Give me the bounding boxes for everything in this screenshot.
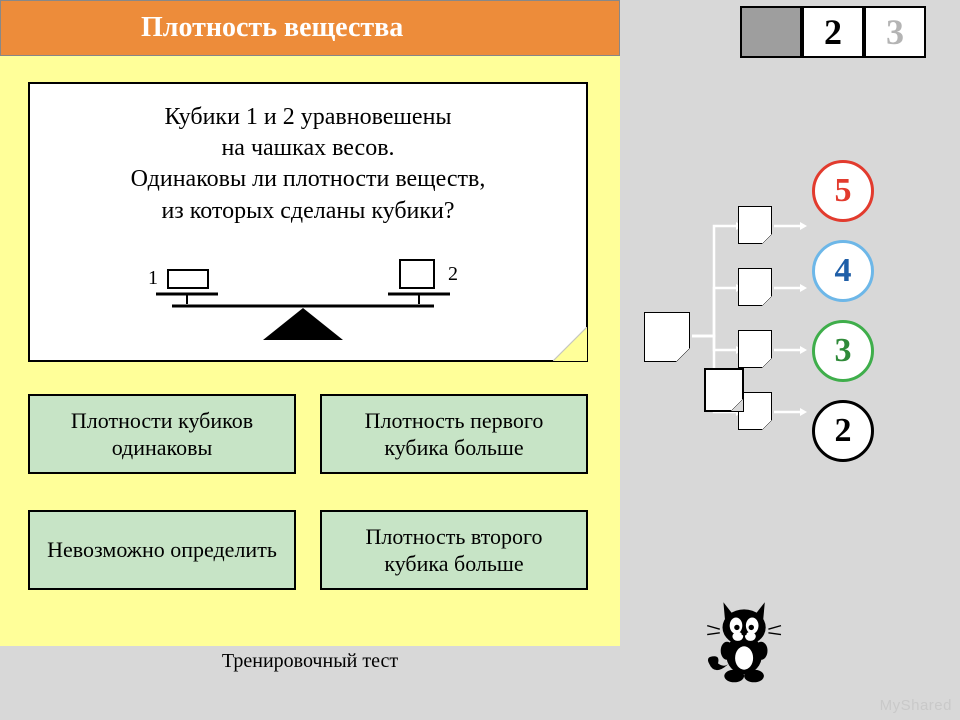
answers-grid: Плотности кубиков одинаковы Плотность пе… (28, 394, 588, 590)
flow-doc-source (644, 312, 690, 362)
score-5[interactable]: 5 (812, 160, 874, 222)
svg-text:1: 1 (148, 267, 158, 289)
header-title: Плотность вещества (141, 12, 403, 44)
answer-c-button[interactable]: Невозможно определить (28, 510, 296, 590)
flow-doc-2 (738, 268, 772, 306)
main-panel: Кубики 1 и 2 уравновешены на чашках весо… (0, 56, 620, 646)
answer-d-button[interactable]: Плотность второго кубика больше (320, 510, 588, 590)
question-card: Кубики 1 и 2 уравновешены на чашках весо… (28, 82, 588, 362)
question-text: Кубики 1 и 2 уравновешены на чашках весо… (30, 84, 586, 227)
page-indicator: 2 3 (740, 6, 926, 58)
flow-doc-selected (704, 368, 744, 412)
score-4[interactable]: 4 (812, 240, 874, 302)
svg-text:2: 2 (448, 263, 458, 285)
flow-doc-3 (738, 330, 772, 368)
score-2[interactable]: 2 (812, 400, 874, 462)
card-dog-ear (553, 327, 587, 361)
watermark: MyShared (880, 697, 952, 714)
header-bar: Плотность вещества (0, 0, 620, 56)
cat-mascot (700, 595, 790, 685)
balance-diagram: 1 2 (30, 258, 586, 348)
score-column: 5 4 3 2 (812, 160, 874, 462)
page-box-next: 3 (864, 6, 926, 58)
answer-b-button[interactable]: Плотность первого кубика больше (320, 394, 588, 474)
flow-doc-1 (738, 206, 772, 244)
flow-diagram (640, 160, 810, 470)
footer-label: Тренировочный тест (0, 650, 620, 673)
answer-a-button[interactable]: Плотности кубиков одинаковы (28, 394, 296, 474)
page-box-current: 2 (802, 6, 864, 58)
page-box-blank (740, 6, 802, 58)
score-3[interactable]: 3 (812, 320, 874, 382)
